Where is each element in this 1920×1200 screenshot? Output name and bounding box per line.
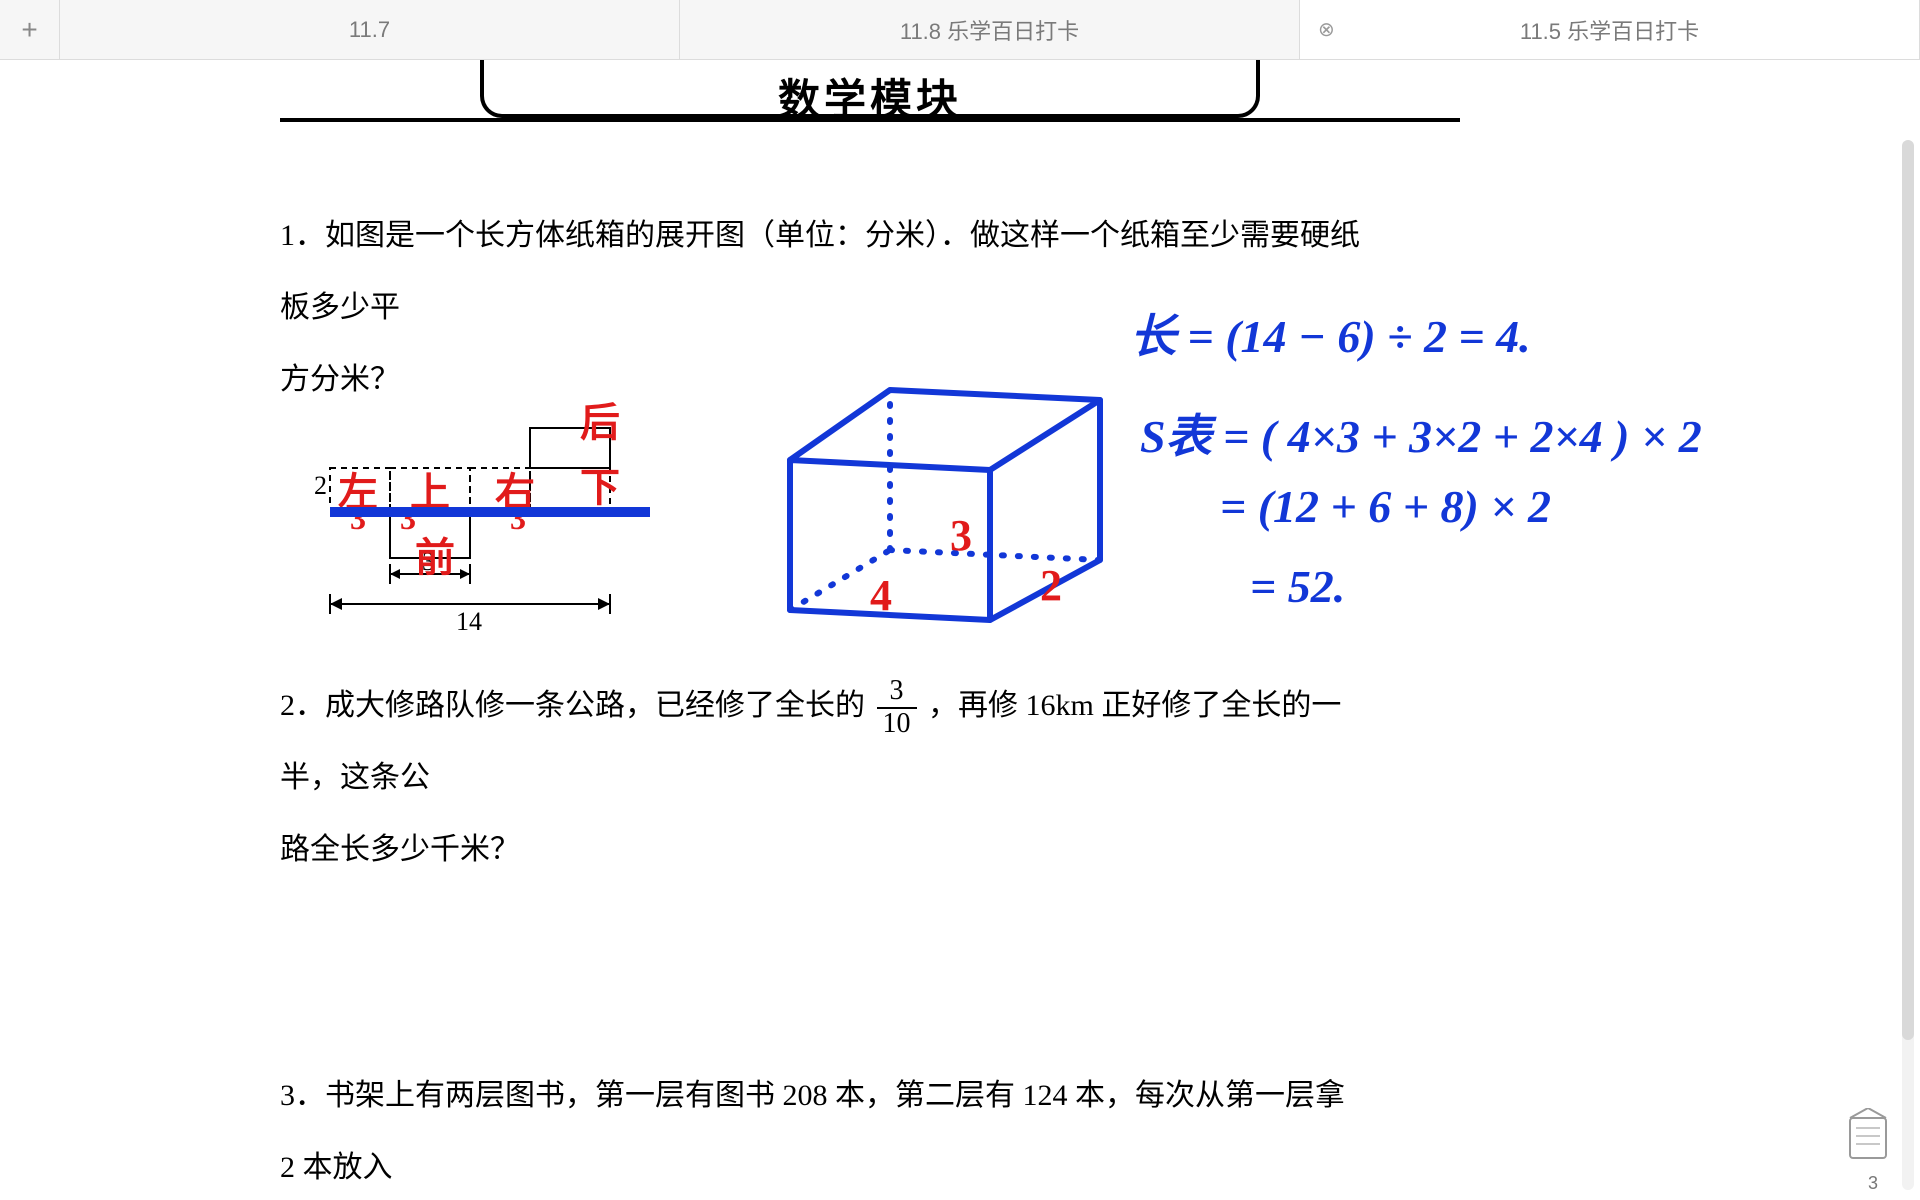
- work-line2: S表 = ( 4×3 + 3×2 + 2×4 ) × 2: [1140, 400, 1702, 466]
- svg-text:14: 14: [456, 607, 482, 636]
- q3-line1: 3．书架上有两层图书，第一层有图书 208 本，第二层有 124 本，每次从第一…: [280, 1060, 1360, 1200]
- page-number: 3: [1868, 1173, 1878, 1194]
- q2-frac-num: 3: [877, 676, 917, 709]
- tab-1-label: 11.7: [349, 17, 390, 43]
- close-tab-icon[interactable]: ⊗: [1318, 17, 1335, 42]
- new-tab-button[interactable]: +: [0, 0, 60, 59]
- blue-underline: [330, 506, 650, 520]
- question-2: 2．成大修路队修一条公路，已经修了全长的 3 10 ，再修 16km 正好修了全…: [280, 670, 1360, 886]
- cube-dim-c: 2: [1040, 560, 1062, 611]
- question-3: 3．书架上有两层图书，第一层有图书 208 本，第二层有 124 本，每次从第一…: [280, 1060, 1360, 1200]
- q2-line2: 路全长多少千米？: [280, 814, 1360, 886]
- scrollbar-thumb[interactable]: [1902, 140, 1914, 1040]
- page-up-icon[interactable]: [1846, 1108, 1890, 1160]
- hand-red-qian: 前: [415, 525, 455, 583]
- work-line1: 长 = (14 − 6) ÷ 2 = 4.: [1130, 300, 1531, 366]
- cube-dim-b: 3: [950, 510, 972, 561]
- work-line3: = (12 + 6 + 8) × 2: [1220, 480, 1551, 533]
- hand-red-hou: 后: [580, 390, 620, 448]
- tab-3[interactable]: ⊗ 11.5 乐学百日打卡: [1300, 0, 1920, 59]
- q2-line1: 2．成大修路队修一条公路，已经修了全长的 3 10 ，再修 16km 正好修了全…: [280, 670, 1360, 814]
- tab-1[interactable]: 11.7: [60, 0, 680, 59]
- work-line4: = 52.: [1250, 560, 1345, 613]
- q2-frac-den: 10: [877, 709, 917, 740]
- q2-pre: 2．成大修路队修一条公路，已经修了全长的: [280, 689, 873, 722]
- svg-text:2: 2: [314, 471, 327, 500]
- vertical-scrollbar[interactable]: [1902, 140, 1914, 1190]
- tab-2[interactable]: 11.8 乐学百日打卡: [680, 0, 1300, 59]
- tab-bar: + 11.7 11.8 乐学百日打卡 ⊗ 11.5 乐学百日打卡: [0, 0, 1920, 60]
- module-header: 数学模块: [280, 60, 1460, 130]
- cube-dim-a: 4: [870, 570, 892, 621]
- page-canvas: 数学模块 1．如图是一个长方体纸箱的展开图（单位：分米）．做这样一个纸箱至少需要…: [0, 60, 1920, 1200]
- tab-2-label: 11.8 乐学百日打卡: [900, 14, 1079, 46]
- hand-red-xia: 下: [580, 455, 620, 513]
- q2-fraction: 3 10: [877, 676, 917, 740]
- module-title: 数学模块: [280, 66, 1460, 127]
- tab-3-label: 11.5 乐学百日打卡: [1520, 14, 1699, 46]
